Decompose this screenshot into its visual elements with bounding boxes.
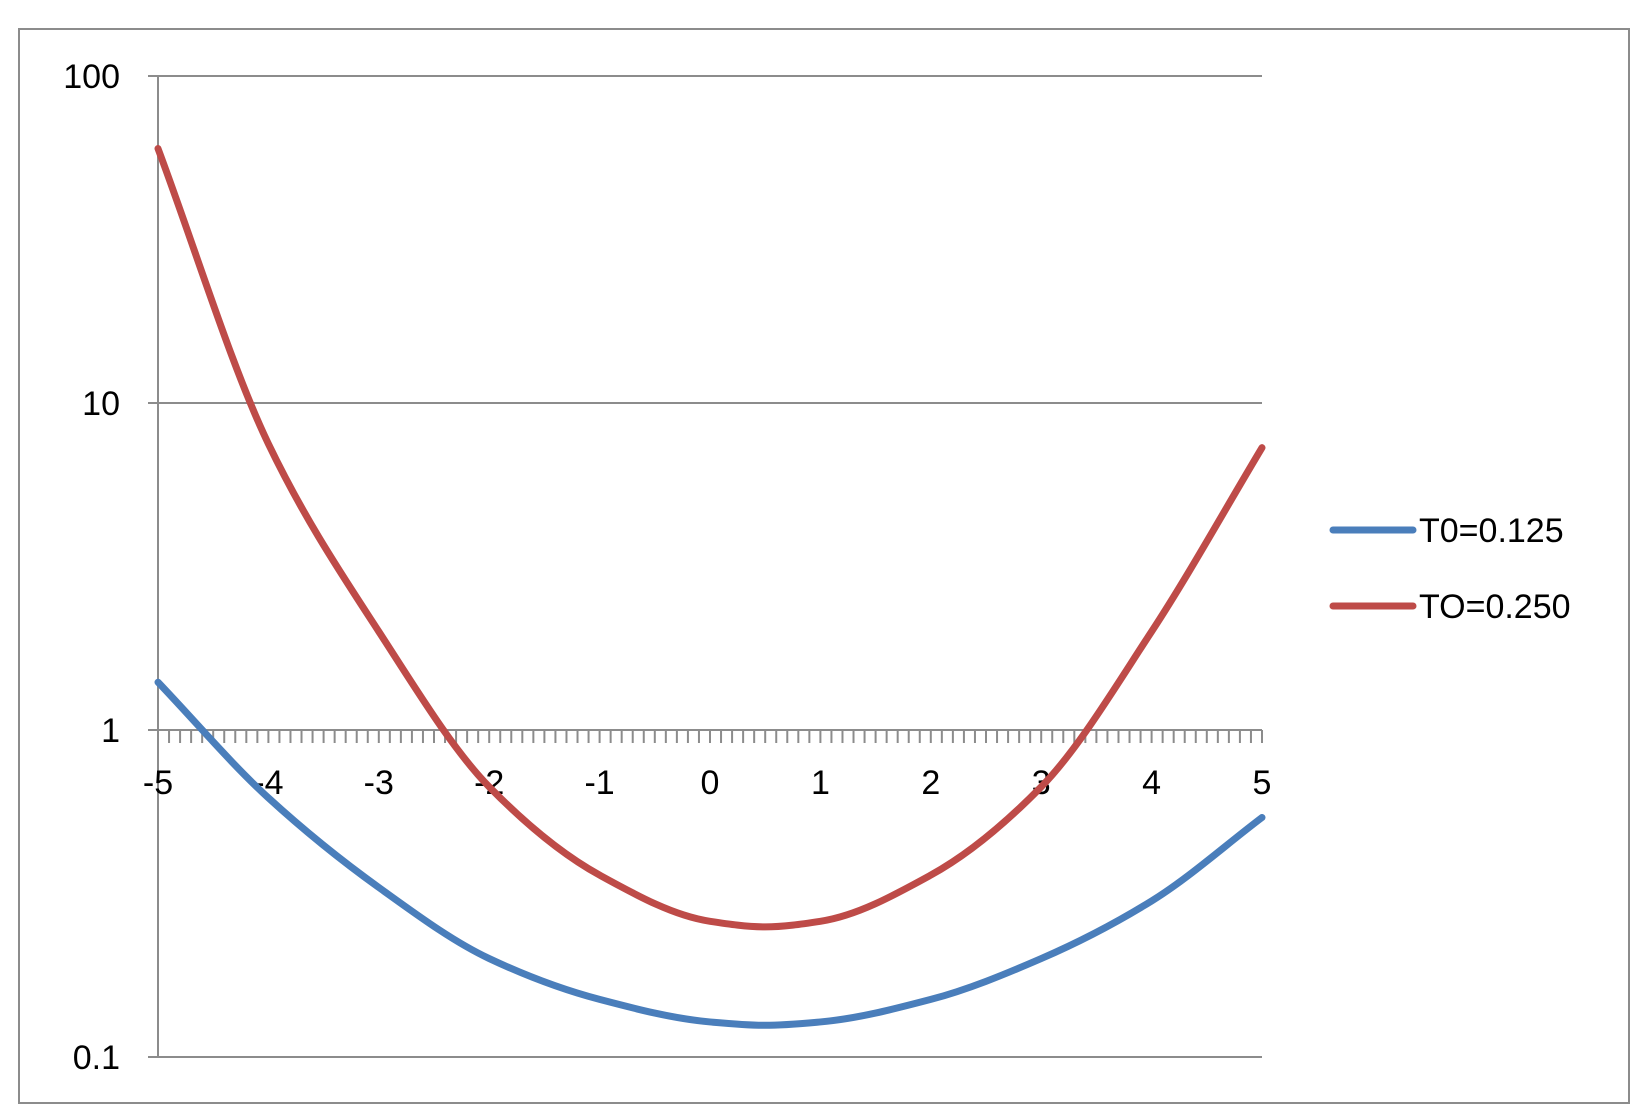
chart-frame — [18, 28, 1630, 1104]
x-tick-label: 2 — [921, 764, 940, 802]
gridlines — [148, 75, 1262, 1058]
x-tick-label: 4 — [1142, 764, 1161, 802]
legend-label: TO=0.250 — [1419, 588, 1571, 626]
x-tick-labels: -5 -4 -3 -2 -1 0 1 2 3 4 5 — [143, 764, 1272, 802]
y-tick-label: 100 — [63, 58, 120, 96]
x-tick-label: -1 — [584, 764, 614, 802]
x-tick-label: -3 — [364, 764, 394, 802]
series-line-2 — [154, 145, 1266, 931]
y-tick-labels: 0.1 1 10 100 — [63, 58, 120, 1077]
series-lines — [154, 145, 1266, 1029]
x-tick-label: 5 — [1253, 764, 1272, 802]
x-tick-label: 1 — [811, 764, 830, 802]
y-tick-label: 1 — [101, 712, 120, 750]
x-tick-label: -5 — [143, 764, 173, 802]
legend: T0=0.125 TO=0.250 — [1329, 512, 1571, 626]
y-tick-label: 10 — [82, 385, 120, 423]
x-tick-label: 0 — [701, 764, 720, 802]
legend-label: T0=0.125 — [1419, 512, 1564, 550]
axes — [157, 76, 1263, 1057]
y-tick-label: 0.1 — [73, 1039, 120, 1077]
series-line-1 — [154, 678, 1266, 1029]
